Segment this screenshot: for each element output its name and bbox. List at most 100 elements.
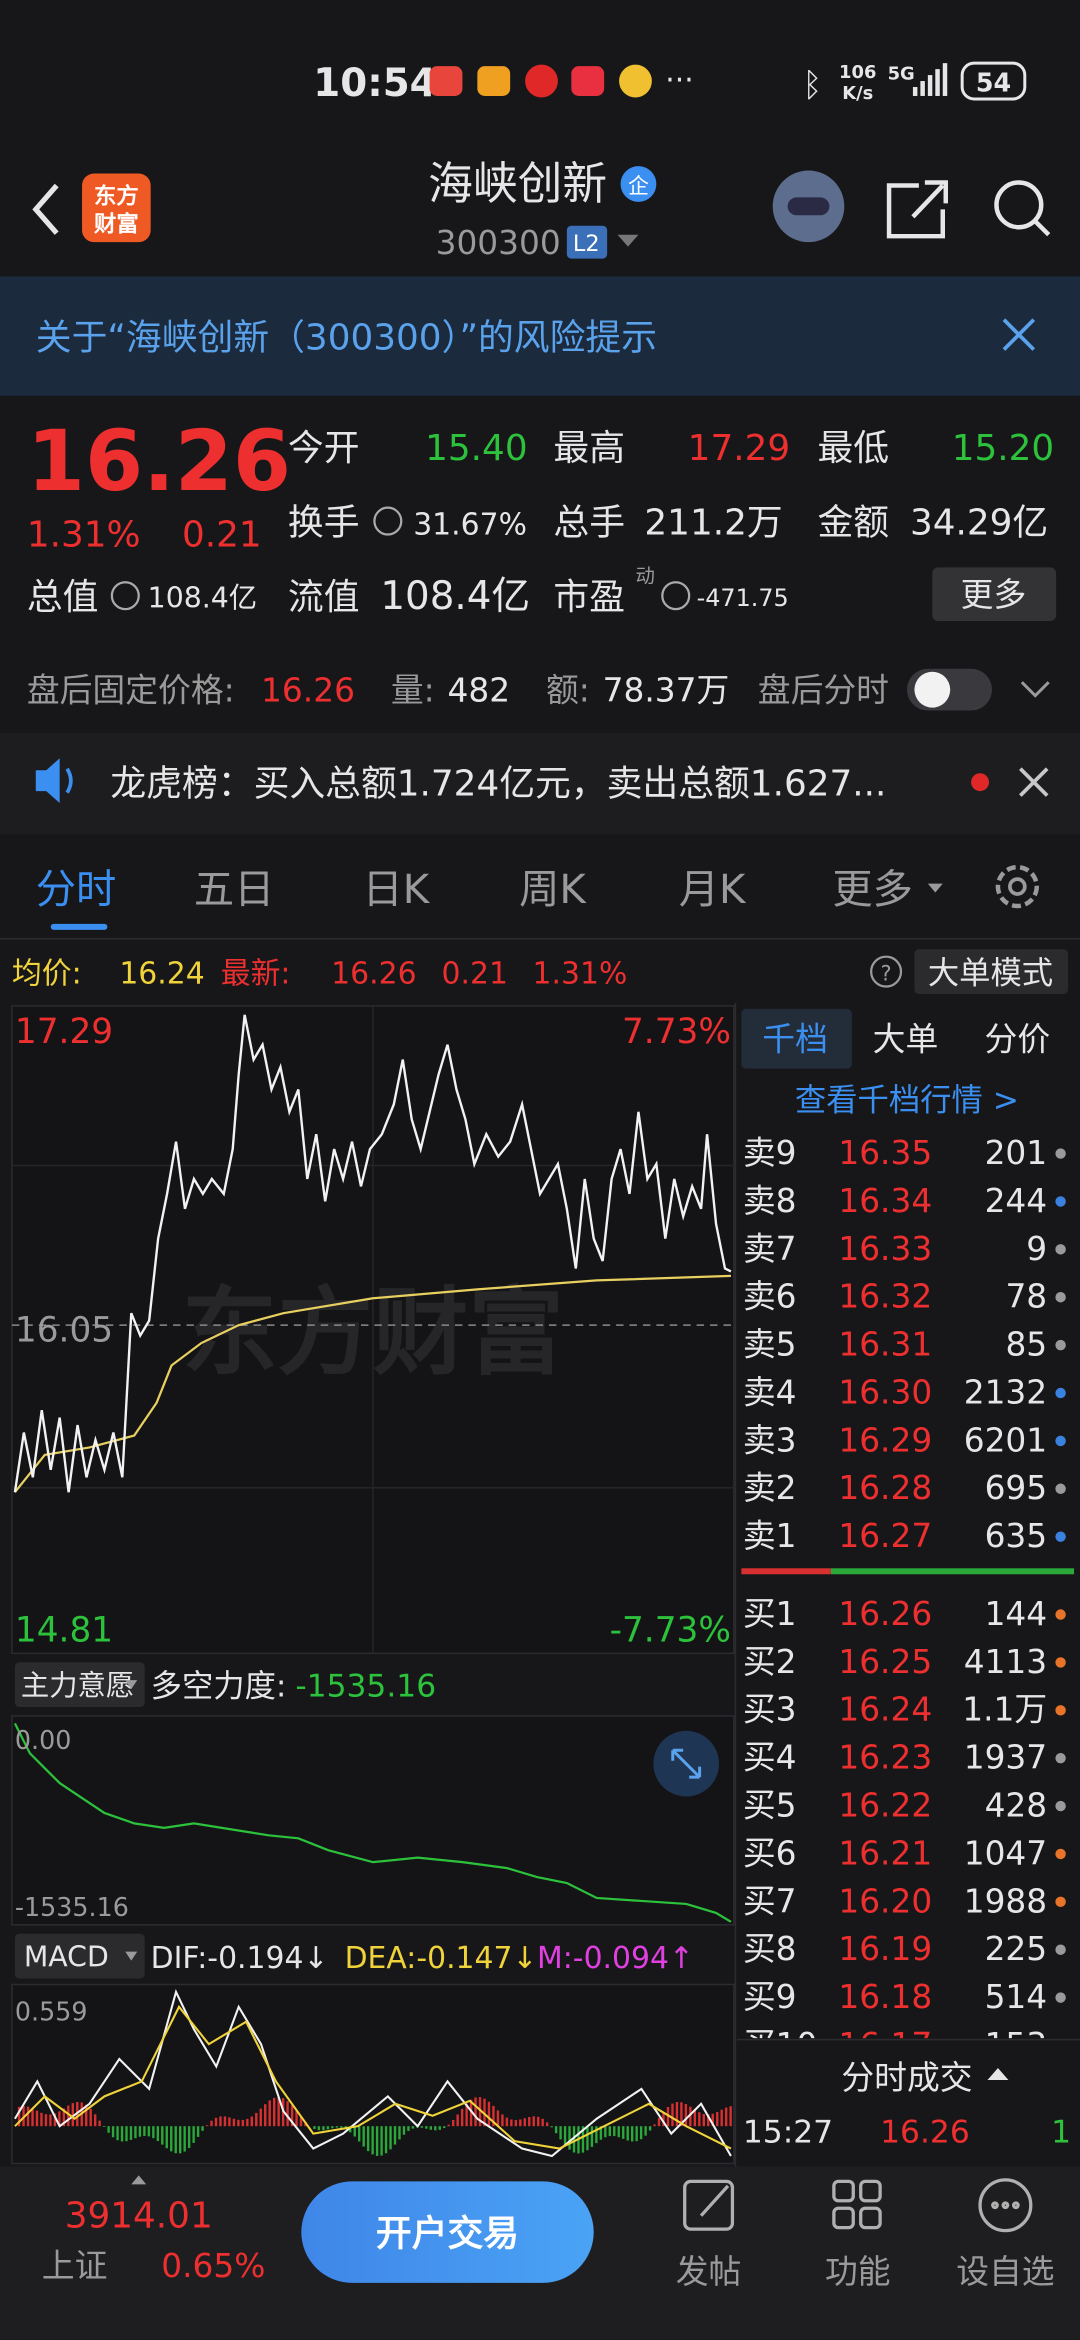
close-news[interactable] xyxy=(1019,767,1049,797)
macd-bar xyxy=(170,2126,173,2152)
mode-text[interactable]: 大单模式 xyxy=(928,956,1053,992)
code-dropdown[interactable] xyxy=(617,234,639,247)
macd-bar xyxy=(389,2126,392,2150)
macd-bar xyxy=(411,2126,415,2129)
macd-bar xyxy=(724,2107,728,2127)
ob-level: 买1 xyxy=(743,1595,797,1633)
ob-price: 16.29 xyxy=(838,1421,932,1459)
macd-bar xyxy=(49,2114,52,2127)
tab[interactable]: 五日 xyxy=(194,867,275,913)
close-banner[interactable] xyxy=(1002,318,1036,351)
nav-item[interactable]: 发帖 xyxy=(676,2253,742,2291)
macd-bar xyxy=(205,2125,209,2127)
ah-amount: 78.37万 xyxy=(603,672,730,710)
help[interactable] xyxy=(870,955,903,988)
settings[interactable] xyxy=(995,864,1039,909)
status-icons: ··· ᛒ xyxy=(429,63,822,104)
ob-level: 买9 xyxy=(743,1978,797,2016)
index-value[interactable]: 3914.01 xyxy=(65,2196,213,2237)
back-button[interactable] xyxy=(32,183,59,235)
macd-bar xyxy=(219,2116,222,2127)
index-name[interactable]: 上证 xyxy=(42,2247,108,2285)
nav-item[interactable]: 设自选 xyxy=(956,2253,1054,2291)
tab[interactable]: 分时 xyxy=(36,867,117,913)
macd-bar xyxy=(711,2113,714,2127)
macd-bar xyxy=(196,2126,200,2137)
news-text[interactable]: 龙虎榜：买入总额1.724亿元，卖出总额1.627... xyxy=(110,764,886,805)
order-book: 卖9 16.35 201 卖8 16.34 244 卖7 16.33 9 卖6 16.32 78 卖5 1… xyxy=(743,1134,1066,2064)
ob-volume: 225 xyxy=(985,1930,1048,1968)
field-value: 15.40 xyxy=(425,428,527,469)
trade-button-text[interactable]: 开户交易 xyxy=(376,2213,519,2255)
tab[interactable]: 日K xyxy=(362,867,430,913)
axis-base: 16.05 xyxy=(15,1311,113,1351)
more-button[interactable] xyxy=(932,567,1057,622)
ob-dot xyxy=(1055,1896,1066,1908)
field-value: 31.67% xyxy=(413,508,527,543)
tab[interactable]: 更多 xyxy=(832,867,913,913)
field-label: 总值 xyxy=(27,577,99,618)
share[interactable] xyxy=(886,180,948,239)
indicator-name[interactable]: 主力意愿 xyxy=(21,1669,134,1702)
macd-bar xyxy=(644,2126,647,2136)
ob-dot xyxy=(1055,1705,1066,1716)
ob-dot xyxy=(1055,1609,1066,1620)
macd-bar xyxy=(31,2108,34,2127)
macd-bar xyxy=(58,2111,61,2127)
macd-bar xyxy=(693,2109,697,2127)
macd-bar xyxy=(398,2126,401,2140)
ob-level: 买10 xyxy=(743,2026,818,2064)
risk-text[interactable]: 关于“海峡创新（300300）”的风险提示 xyxy=(36,318,657,359)
ob-tab[interactable]: 大单 xyxy=(873,1021,939,1059)
index-pct[interactable]: 0.65% xyxy=(161,2247,265,2285)
tab[interactable]: 月K xyxy=(679,867,747,913)
macd-selector[interactable] xyxy=(14,1933,145,1979)
mode-button[interactable] xyxy=(914,949,1069,994)
ob-price: 16.33 xyxy=(838,1230,932,1268)
ob-tab[interactable]: 分价 xyxy=(985,1021,1051,1059)
macd-dif: DIF:-0.194↓ xyxy=(151,1941,329,1976)
field-label: 市盈 xyxy=(553,577,625,618)
field-label: 金额 xyxy=(817,503,889,544)
macd-bar xyxy=(443,2126,446,2129)
trade-button[interactable] xyxy=(301,2181,594,2283)
ah-label: 量: xyxy=(391,672,435,710)
macd-bar xyxy=(156,2126,160,2142)
more-text[interactable]: 更多 xyxy=(961,576,1027,614)
status-time: 10:54 xyxy=(313,61,436,106)
ob-price: 16.31 xyxy=(838,1326,932,1364)
ob-link[interactable]: 查看千档行情 > xyxy=(795,1082,1019,1118)
risk-banner[interactable] xyxy=(0,276,1080,396)
macd-bar xyxy=(259,2108,262,2127)
ob-volume: 78 xyxy=(1005,1278,1047,1316)
ob-tab[interactable]: 千档 xyxy=(762,1021,828,1059)
net-speed-unit: K/s xyxy=(842,83,873,104)
price-line xyxy=(13,1014,732,1493)
ob-level: 买6 xyxy=(743,1834,797,1872)
avg-label: 均价: xyxy=(12,957,82,992)
field-label: 最高 xyxy=(553,428,625,469)
unread-dot xyxy=(971,773,990,792)
macd-bar xyxy=(429,2126,432,2130)
axis-high-pct: 7.73% xyxy=(622,1012,731,1052)
tab[interactable]: 周K xyxy=(519,867,587,913)
ob-volume: 635 xyxy=(985,1517,1048,1555)
macd-bar xyxy=(107,2126,110,2133)
macd-bar xyxy=(465,2103,468,2127)
search[interactable] xyxy=(994,180,1044,230)
macd-name[interactable]: MACD xyxy=(24,1941,109,1974)
logo-text: 东方 xyxy=(94,182,139,209)
trades-title[interactable]: 分时成交 xyxy=(841,2059,972,2097)
ob-volume: 4113 xyxy=(964,1643,1047,1681)
indicator-selector[interactable] xyxy=(14,1662,145,1708)
nav-item[interactable]: 功能 xyxy=(825,2253,891,2291)
macd-bar xyxy=(617,2126,620,2138)
ob-dot xyxy=(1055,1244,1066,1255)
ob-dot xyxy=(1055,1944,1066,1955)
indicator-line xyxy=(13,1722,732,1923)
quote-fields: 今开 15.40 最高 17.29 最低 15.20 换手 31.67% 总手 … xyxy=(27,428,1054,619)
field-value: 17.29 xyxy=(688,428,790,469)
ob-volume: 85 xyxy=(1005,1326,1047,1364)
news-bar[interactable] xyxy=(0,732,1080,835)
expand[interactable] xyxy=(1020,681,1050,698)
